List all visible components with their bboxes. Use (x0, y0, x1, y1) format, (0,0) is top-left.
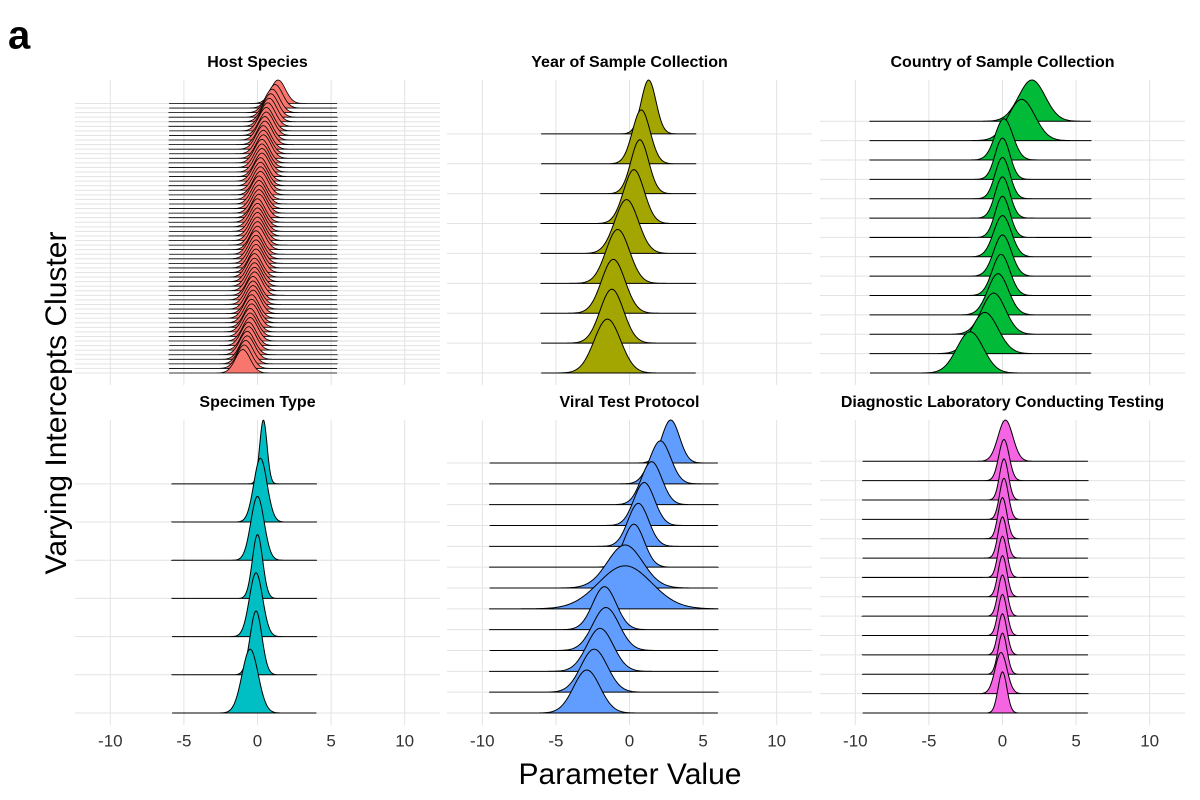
x-tick-label: -10 (470, 731, 495, 750)
ridge (870, 176, 1091, 219)
ridge (869, 98, 1092, 142)
ridge (172, 648, 317, 714)
ridges (75, 79, 440, 374)
x-tick-label: -5 (176, 731, 191, 750)
ridge (861, 535, 1089, 578)
panel-title: Year of Sample Collection (531, 54, 728, 71)
ridge (861, 632, 1089, 675)
ridge (869, 118, 1092, 161)
ridge (870, 331, 1091, 374)
ridge (541, 109, 697, 165)
ridge (170, 495, 318, 561)
ridge (488, 461, 720, 506)
y-axis-label: Varying Intercepts Cluster (40, 232, 73, 575)
ridge (168, 166, 338, 191)
ridge (862, 651, 1089, 695)
ridge (861, 419, 1089, 462)
ridge (861, 574, 1089, 617)
ridge (862, 439, 1089, 482)
ridge (541, 79, 696, 135)
x-tick-label: 10 (395, 731, 414, 750)
ridge (489, 419, 718, 464)
panel-title: Host Species (207, 54, 308, 71)
ridge (541, 288, 697, 344)
x-tick-label: 10 (1140, 731, 1159, 750)
ridge (869, 156, 1092, 200)
ridge (170, 457, 318, 523)
ridge (869, 137, 1092, 180)
ridge (489, 669, 718, 714)
ridge (869, 195, 1092, 238)
ridge (169, 79, 338, 104)
x-tick-label: 10 (767, 731, 786, 750)
x-tick-label: 5 (326, 731, 335, 750)
panel-title: Viral Test Protocol (560, 394, 700, 411)
ridge (869, 273, 1092, 316)
ridge (869, 234, 1092, 277)
ridge (168, 335, 338, 360)
ridge (861, 554, 1089, 598)
x-tick-label: -5 (921, 731, 936, 750)
ridges (75, 419, 440, 714)
ridge (168, 93, 338, 118)
x-tick-label: -10 (98, 731, 123, 750)
ridge (862, 593, 1089, 637)
ridge (540, 139, 697, 195)
ridge (168, 339, 338, 365)
ridge (170, 534, 318, 599)
ridge (170, 419, 318, 485)
ridge (540, 199, 697, 254)
ridge (869, 79, 1092, 122)
ridge (869, 215, 1092, 258)
ridge (168, 97, 338, 123)
ridge (167, 116, 339, 141)
ridge (169, 88, 338, 114)
ridge (488, 502, 720, 547)
ridge (488, 648, 720, 693)
ridges (820, 79, 1185, 374)
ridge (862, 671, 1088, 714)
ridge (488, 440, 720, 485)
panel-title: Diagnostic Laboratory Conducting Testing (841, 394, 1164, 411)
ridge (861, 458, 1089, 501)
ridge (861, 477, 1089, 520)
ridge (169, 84, 337, 109)
ridge (169, 107, 337, 132)
ridge (489, 606, 718, 651)
panel-title: Country of Sample Collection (890, 54, 1114, 71)
ridges (820, 419, 1185, 714)
ridge (171, 572, 318, 638)
ridge (488, 627, 720, 672)
x-tick-label: 0 (625, 731, 634, 750)
x-axis-label: Parameter Value (519, 758, 742, 791)
ridge (869, 253, 1092, 297)
x-tick-label: 0 (998, 731, 1007, 750)
ridge (862, 516, 1088, 559)
x-tick-label: -10 (843, 731, 868, 750)
ridge (539, 258, 697, 314)
ridge (869, 292, 1092, 335)
ridge (169, 157, 337, 182)
x-tick-label: -5 (548, 731, 563, 750)
panel-label: a (8, 14, 31, 58)
ridge (169, 111, 338, 136)
ridge (541, 318, 696, 374)
ridge (169, 102, 338, 127)
ridges (447, 79, 812, 374)
ridge (489, 482, 718, 526)
ridges (447, 419, 812, 714)
ridge (861, 612, 1089, 656)
ridge (169, 161, 338, 187)
x-tick-label: 5 (1071, 731, 1080, 750)
ridge (539, 228, 697, 284)
ridge (862, 496, 1089, 540)
panel-title: Specimen Type (199, 394, 315, 411)
x-tick-label: 5 (698, 731, 707, 750)
ridge (869, 311, 1092, 355)
x-tick-label: 0 (253, 731, 262, 750)
ridge (169, 349, 337, 374)
